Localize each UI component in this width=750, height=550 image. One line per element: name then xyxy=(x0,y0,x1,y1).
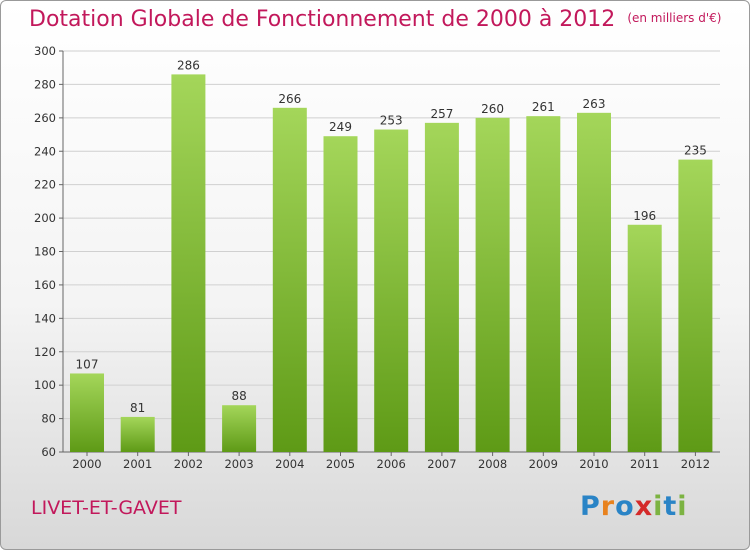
bar-2009 xyxy=(526,116,561,452)
bar-2006 xyxy=(374,129,409,452)
bar-2007 xyxy=(424,122,459,453)
bar-2008 xyxy=(475,117,510,452)
value-label-2000: 107 xyxy=(76,357,99,371)
value-label-2012: 235 xyxy=(684,144,707,158)
y-tick-label: 60 xyxy=(41,445,56,459)
bar-2010 xyxy=(577,112,611,452)
city-name: LIVET-ET-GAVET xyxy=(31,497,182,519)
logo-letter: r xyxy=(600,491,616,522)
value-label-2009: 261 xyxy=(532,100,555,114)
y-tick-label: 300 xyxy=(34,44,56,58)
value-label-2007: 257 xyxy=(430,107,453,121)
bar-2005 xyxy=(323,136,358,452)
logo-letter: o xyxy=(615,491,635,522)
logo-letter: i xyxy=(653,491,664,522)
logo-letter: t xyxy=(663,491,678,522)
logo-letter: P xyxy=(580,491,601,522)
logo-letter: x xyxy=(634,491,654,522)
value-label-2006: 253 xyxy=(380,114,403,128)
y-tick-label: 120 xyxy=(34,345,56,359)
y-tick-label: 260 xyxy=(34,111,56,125)
y-tick-label: 220 xyxy=(34,178,56,192)
value-label-2001: 81 xyxy=(130,401,145,415)
bar-2001 xyxy=(120,416,155,452)
value-label-2002: 286 xyxy=(177,58,200,72)
x-tick-labels: 2000 2001 2002 2003 2004 2005 2006 2007 2008 2009… xyxy=(72,452,710,471)
bar-2000 xyxy=(70,373,104,452)
y-tick-label: 180 xyxy=(34,245,56,259)
y-tick-label: 140 xyxy=(34,311,56,325)
x-tick-label-2004: 2004 xyxy=(275,457,304,471)
bar-2012 xyxy=(678,159,713,452)
x-tick-label-2005: 2005 xyxy=(326,457,355,471)
bar-2011 xyxy=(627,224,662,452)
x-tick-label-2000: 2000 xyxy=(72,457,101,471)
x-tick-label-2009: 2009 xyxy=(529,457,558,471)
x-tick-label-2003: 2003 xyxy=(224,457,253,471)
title-text: Dotation Globale de Fonctionnement de 20… xyxy=(29,7,616,32)
y-tick-label: 100 xyxy=(34,378,56,392)
value-label-2003: 88 xyxy=(231,389,246,403)
y-tick-label: 240 xyxy=(34,144,56,158)
y-tick-labels: 60 80 100 120 140 160 180 200 220 240 260 280 300 xyxy=(34,44,56,459)
value-label-2008: 260 xyxy=(481,102,504,116)
x-tick-label-2001: 2001 xyxy=(123,457,152,471)
x-tick-label-2012: 2012 xyxy=(681,457,710,471)
x-tick-label-2002: 2002 xyxy=(174,457,203,471)
bar-2003 xyxy=(222,405,257,452)
x-tick-label-2011: 2011 xyxy=(630,457,659,471)
logo-letter: i xyxy=(677,491,688,522)
unit-note: (en milliers d'€) xyxy=(627,11,722,25)
bars xyxy=(70,74,713,453)
value-label-2011: 196 xyxy=(633,209,656,223)
bar-2004 xyxy=(272,107,307,452)
x-tick-label-2010: 2010 xyxy=(579,457,608,471)
value-labels: 107 81 286 88 266 249 253 257 260 261 263 196 235 xyxy=(76,58,707,415)
chart-title: Dotation Globale de Fonctionnement de 20… xyxy=(29,7,721,32)
bar-2002 xyxy=(171,74,206,453)
proxiti-logo: Proxiti xyxy=(580,491,688,522)
y-tick-label: 80 xyxy=(41,412,56,426)
x-tick-label-2007: 2007 xyxy=(427,457,456,471)
x-tick-label-2006: 2006 xyxy=(377,457,406,471)
y-tick-label: 200 xyxy=(34,211,56,225)
y-tick-label: 160 xyxy=(34,278,56,292)
value-label-2005: 249 xyxy=(329,120,352,134)
y-tick-label: 280 xyxy=(34,77,56,91)
x-tick-label-2008: 2008 xyxy=(478,457,507,471)
value-label-2004: 266 xyxy=(278,92,301,106)
value-label-2010: 263 xyxy=(583,97,606,111)
